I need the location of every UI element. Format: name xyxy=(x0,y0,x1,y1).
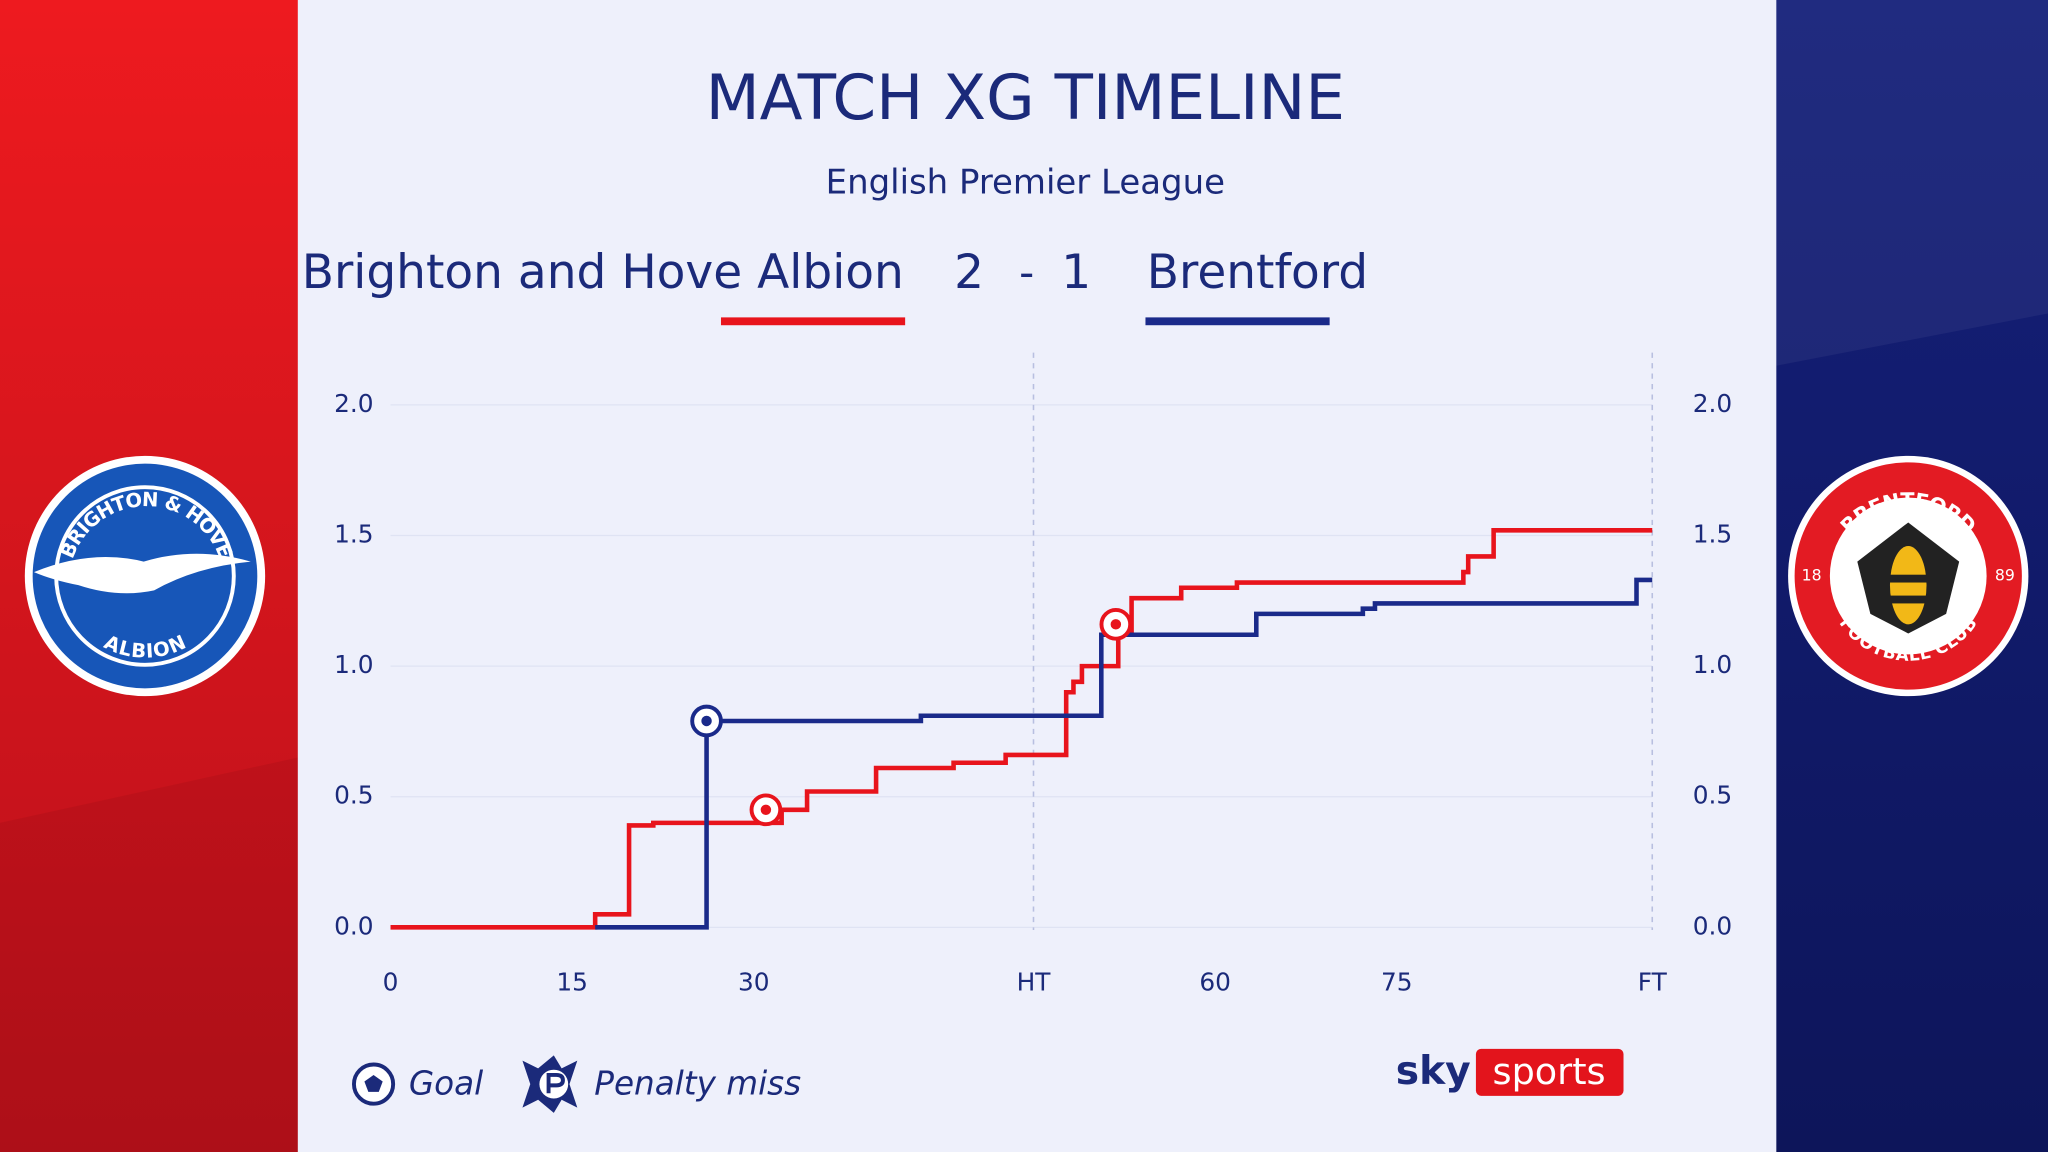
y2-tick-label: 2.0 xyxy=(1693,389,1732,418)
xg-line xyxy=(595,577,1653,930)
y-tick-label: 1.0 xyxy=(334,650,373,679)
y-tick-label: 0.0 xyxy=(334,911,373,940)
panel-shade xyxy=(0,757,298,1152)
x-tick-label: 60 xyxy=(1199,968,1231,997)
y2-tick-label: 0.5 xyxy=(1693,781,1732,810)
penalty-icon xyxy=(546,1072,565,1094)
title: MATCH XG TIMELINE xyxy=(706,61,1345,134)
home-badge: BRIGHTON & HOVE ALBION xyxy=(24,455,266,697)
x-tick-label: 30 xyxy=(738,968,770,997)
branding: sky sports xyxy=(1396,1048,1624,1096)
xg-line xyxy=(390,528,1653,930)
away-underline xyxy=(1145,317,1330,326)
brand-text: sports xyxy=(1493,1050,1606,1093)
legend-label: Penalty miss xyxy=(594,1064,801,1102)
brand-text: sky xyxy=(1396,1049,1471,1094)
badge-text: 89 xyxy=(1995,566,2015,585)
brand-box xyxy=(1475,1048,1624,1096)
y2-tick-label: 1.0 xyxy=(1693,650,1732,679)
home-score: 2 xyxy=(954,245,984,300)
panel-shade xyxy=(1776,0,2048,366)
x-tick-label: FT xyxy=(1638,968,1668,997)
y2-tick-label: 1.5 xyxy=(1693,520,1732,549)
legend: Goal Penalty miss xyxy=(352,1055,801,1113)
legend-label: Goal xyxy=(409,1064,483,1102)
y2-tick-label: 0.0 xyxy=(1693,911,1732,940)
goal-icon xyxy=(364,1074,383,1092)
home-team: Brighton and Hove Albion xyxy=(302,245,904,300)
badge-text: 18 xyxy=(1802,566,1822,585)
y-tick-label: 1.5 xyxy=(334,520,373,549)
x-tick-label: 75 xyxy=(1381,968,1413,997)
home-underline xyxy=(720,317,906,326)
y-tick-label: 2.0 xyxy=(334,389,373,418)
away-badge: BRENTFORD FOOTBALL CLUB 18 89 xyxy=(1788,455,2029,697)
goal-marker-center xyxy=(701,715,712,727)
goal-marker-center xyxy=(1110,619,1122,630)
score-separator: - xyxy=(1019,248,1034,297)
x-tick-label: 15 xyxy=(556,968,588,997)
x-tick-label: 0 xyxy=(383,968,399,997)
x-tick-label: HT xyxy=(1017,968,1052,997)
away-team: Brentford xyxy=(1147,245,1368,300)
subtitle: English Premier League xyxy=(826,163,1225,203)
away-score: 1 xyxy=(1061,245,1091,300)
goal-marker-center xyxy=(760,804,772,816)
plot-area: 0.0 0.0 0.5 0.5 1.0 1.0 1.5 1.5 2.0 2.0 0 15 30 HT 60 7… xyxy=(334,352,1732,997)
y-tick-label: 0.5 xyxy=(334,781,373,810)
